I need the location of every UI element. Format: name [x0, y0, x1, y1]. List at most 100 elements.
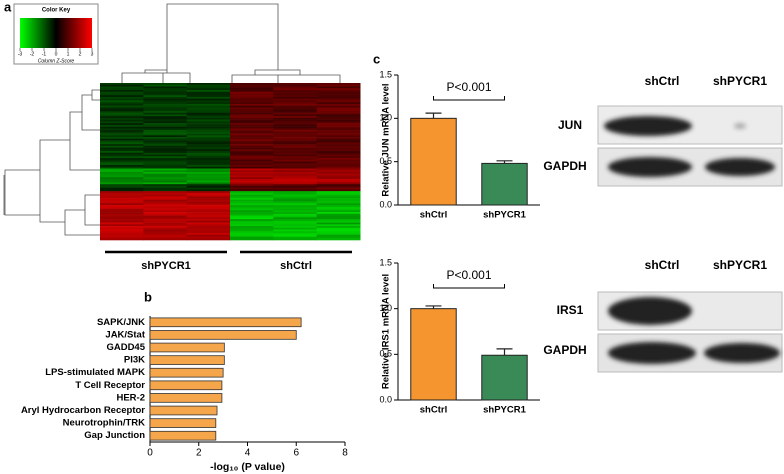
- heatmap-cell: [230, 175, 274, 178]
- y-tick-label: 1.5: [379, 257, 392, 267]
- heatmap-cell: [186, 152, 231, 155]
- heatmap-cell: [316, 121, 361, 124]
- heatmap-cell: [316, 137, 361, 140]
- heatmap-cell: [143, 107, 188, 110]
- bar: [149, 342, 225, 353]
- heatmap-cell: [316, 91, 361, 94]
- heatmap-cell: [143, 158, 188, 161]
- heatmap-cell: [273, 114, 318, 117]
- heatmap-cell: [143, 140, 188, 143]
- heatmap-cell: [230, 123, 274, 126]
- error-bar: [425, 112, 442, 119]
- heatmap-cell: [143, 154, 188, 157]
- x-tick-label: 4: [245, 448, 251, 459]
- heatmap-cell: [100, 224, 144, 227]
- heatmap: [100, 83, 361, 241]
- heatmap-cell: [186, 182, 231, 185]
- heatmap-cell: [230, 124, 274, 127]
- heatmap-cell: [316, 109, 361, 112]
- heatmap-cell: [273, 177, 318, 180]
- heatmap-cell: [316, 103, 361, 106]
- heatmap-cell: [143, 123, 188, 126]
- heatmap-cell: [186, 105, 231, 108]
- heatmap-cell: [273, 144, 318, 147]
- heatmap-cell: [230, 91, 274, 94]
- heatmap-cell: [186, 86, 231, 89]
- heatmap-cell: [273, 145, 318, 148]
- heatmap-cell: [143, 184, 188, 187]
- heatmap-cell: [316, 112, 361, 115]
- heatmap-cell: [230, 144, 274, 147]
- heatmap-cell: [186, 198, 231, 201]
- heatmap-cell: [100, 166, 144, 169]
- heatmap-cell: [100, 96, 144, 99]
- heatmap-cell: [143, 187, 188, 190]
- heatmap-cell: [230, 170, 274, 173]
- heatmap-cell: [100, 236, 144, 239]
- heatmap-cell: [316, 191, 361, 194]
- heatmap-cell: [100, 238, 144, 241]
- heatmap-cell: [230, 168, 274, 171]
- heatmap-cell: [100, 83, 144, 86]
- heatmap-cell: [100, 180, 144, 183]
- heatmap-cell: [143, 137, 188, 140]
- heatmap-cell: [186, 205, 231, 208]
- color-key-tick-label: 0: [55, 51, 58, 57]
- heatmap-cell: [186, 89, 231, 93]
- heatmap-cell: [230, 84, 274, 87]
- heatmap-cell: [273, 164, 318, 168]
- heatmap-cell: [100, 194, 144, 197]
- significance-bracket: [433, 96, 505, 101]
- heatmap-cell: [230, 131, 274, 134]
- heatmap-cell: [143, 229, 188, 232]
- heatmap-cell: [316, 175, 361, 178]
- color-key-gradient: [20, 18, 92, 48]
- x-tick-label: 8: [342, 448, 348, 459]
- heatmap-cell: [186, 112, 231, 115]
- heatmap-cell: [273, 233, 318, 236]
- heatmap-cell: [316, 107, 361, 110]
- heatmap-cell: [100, 222, 144, 225]
- heatmap-cell: [316, 152, 361, 155]
- heatmap-cell: [273, 116, 318, 119]
- color-key-title: Color Key: [42, 8, 71, 14]
- bar: [149, 367, 224, 378]
- heatmap-cell: [230, 164, 274, 168]
- heatmap-cell: [273, 219, 318, 222]
- heatmap-cell: [143, 114, 188, 117]
- heatmap-cell: [186, 215, 231, 218]
- heatmap-cell: [143, 159, 188, 162]
- blot-labels: shCtrl shPYCR1 JUN GAPDH shCtrl shPYCR1 …: [543, 74, 767, 357]
- heatmap-cell: [143, 161, 188, 164]
- heatmap-cell: [143, 100, 188, 103]
- color-key-tick-label: -1: [42, 51, 47, 57]
- heatmap-cell: [143, 144, 188, 147]
- heatmap-cell: [230, 154, 274, 157]
- color-key-tick-label: 2: [79, 51, 82, 57]
- heatmap-cell: [316, 208, 361, 211]
- heatmap-cell: [230, 205, 274, 208]
- heatmap-cell: [316, 119, 361, 122]
- heatmap-cell: [100, 206, 144, 209]
- heatmap-cell: [186, 133, 231, 136]
- heatmap-cell: [186, 184, 231, 187]
- heatmap-cell: [143, 151, 188, 154]
- heatmap-cell: [186, 203, 231, 206]
- heatmap-cell: [143, 121, 188, 124]
- heatmap-cell: [186, 123, 231, 126]
- heatmap-cell: [230, 208, 274, 211]
- heatmap-cell: [230, 117, 274, 120]
- heatmap-cell: [273, 236, 318, 239]
- heatmap-cell: [316, 201, 361, 204]
- y-tick-label: GADD45: [106, 342, 145, 353]
- heatmap-cell: [143, 236, 188, 239]
- y-tick-label: LPS-stimulated MAPK: [45, 367, 145, 378]
- heatmap-cell: [316, 102, 361, 105]
- heatmap-cell: [316, 140, 361, 143]
- heatmap-cell: [273, 158, 318, 161]
- heatmap-cell: [186, 124, 231, 127]
- heatmap-cell: [273, 109, 318, 112]
- heatmap-cell: [186, 95, 231, 98]
- heatmap-cell: [316, 185, 361, 188]
- heatmap-cell: [100, 112, 144, 115]
